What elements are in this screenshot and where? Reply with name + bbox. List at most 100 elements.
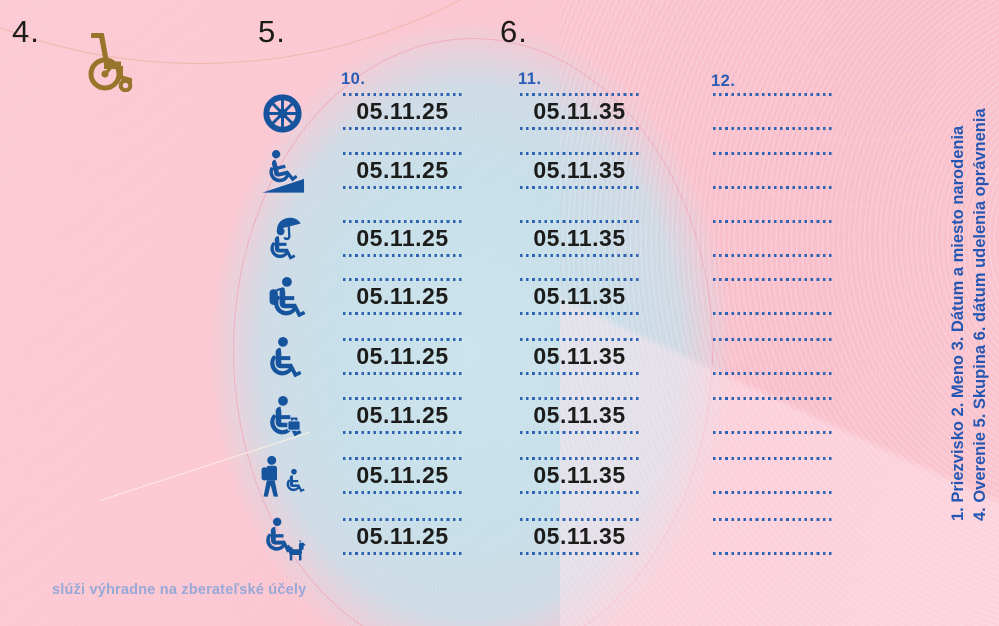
dotted-line [713, 457, 832, 460]
dotted-line [713, 278, 832, 281]
date-cell: 05.11.35 [520, 220, 639, 257]
wheelchair-briefcase-icon [259, 394, 306, 441]
dotted-line [520, 220, 639, 223]
wheelchair-service-dog-icon [259, 515, 306, 562]
date-value: 05.11.35 [533, 282, 626, 309]
date-value [713, 341, 832, 372]
date-value: 05.11.25 [356, 282, 449, 309]
date-value: 05.11.35 [533, 401, 626, 428]
field-label-4: 4. [12, 14, 40, 49]
dotted-line [520, 278, 639, 281]
date-value: 05.11.25 [356, 97, 449, 124]
dotted-line [520, 152, 639, 155]
date-cell: 05.11.35 [520, 152, 639, 189]
date-value: 05.11.35 [533, 522, 626, 549]
wheelchair-backpack-icon [259, 275, 306, 322]
date-cell [713, 338, 832, 375]
dotted-line [343, 457, 462, 460]
date-cell: 05.11.35 [520, 397, 639, 434]
dotted-line [343, 278, 462, 281]
dotted-line [520, 371, 639, 375]
date-cell: 05.11.35 [520, 278, 639, 315]
dotted-line [343, 371, 462, 375]
date-cell: 05.11.25 [343, 93, 462, 130]
dotted-line [343, 338, 462, 341]
date-cell: 05.11.35 [520, 93, 639, 130]
date-cell: 05.11.35 [520, 338, 639, 375]
dotted-line [520, 93, 639, 96]
dotted-line [713, 397, 832, 400]
date-cell: 05.11.25 [343, 220, 462, 257]
dotted-line [343, 490, 462, 494]
date-value [713, 400, 832, 431]
dotted-line [343, 93, 462, 96]
date-value [713, 521, 832, 552]
dotted-line [520, 490, 639, 494]
wheelchair-icon [259, 335, 306, 382]
dotted-line [520, 551, 639, 555]
date-value: 05.11.35 [533, 97, 626, 124]
date-value [713, 155, 832, 186]
date-cell [713, 93, 832, 130]
dotted-line [520, 338, 639, 341]
date-value: 05.11.25 [356, 342, 449, 369]
manual-wheelchair-icon [84, 30, 138, 92]
date-value: 05.11.35 [533, 156, 626, 183]
date-cell: 05.11.25 [343, 278, 462, 315]
date-value: 05.11.35 [533, 461, 626, 488]
date-cell [713, 518, 832, 555]
date-cell: 05.11.25 [343, 338, 462, 375]
dotted-line [713, 152, 832, 155]
date-cell [713, 278, 832, 315]
dotted-line [520, 457, 639, 460]
date-value: 05.11.25 [356, 224, 449, 251]
date-value: 05.11.25 [356, 156, 449, 183]
date-value: 05.11.35 [533, 342, 626, 369]
date-value [713, 281, 832, 312]
dotted-line [713, 518, 832, 521]
guilloche-ellipse-outline [233, 38, 713, 626]
date-value [713, 460, 832, 491]
date-cell: 05.11.25 [343, 518, 462, 555]
dotted-line [343, 152, 462, 155]
wheelchair-ramp-icon [259, 149, 306, 196]
field-label-6: 6. [500, 14, 528, 49]
date-cell: 05.11.25 [343, 152, 462, 189]
date-cell [713, 152, 832, 189]
date-value [713, 223, 832, 254]
date-cell: 05.11.35 [520, 457, 639, 494]
dotted-line [713, 126, 832, 130]
date-cell [713, 220, 832, 257]
wheel-icon [259, 90, 306, 137]
column-header-12: 12. [711, 72, 736, 90]
collector-purpose-note: slúži výhradne na zberateľské účely [52, 582, 307, 598]
dotted-line [520, 397, 639, 400]
field-label-5: 5. [258, 14, 286, 49]
date-cell [713, 457, 832, 494]
field-legend-line-1: 1. Priezvisko 2. Meno 3. Dátum a miesto … [949, 125, 967, 521]
wheelchair-assistant-icon [259, 454, 306, 501]
dotted-line [713, 185, 832, 189]
dotted-line [343, 430, 462, 434]
date-cell: 05.11.35 [520, 518, 639, 555]
column-header-10: 10. [341, 70, 366, 88]
date-value: 05.11.35 [533, 224, 626, 251]
date-value: 05.11.25 [356, 522, 449, 549]
dotted-line [343, 253, 462, 257]
dotted-line [520, 253, 639, 257]
dotted-line [520, 185, 639, 189]
date-cell: 05.11.25 [343, 457, 462, 494]
date-value [713, 96, 832, 127]
dotted-line [713, 430, 832, 434]
dotted-line [713, 490, 832, 494]
dotted-line [343, 220, 462, 223]
field-legend: 1. Priezvisko 2. Meno 3. Dátum a miesto … [947, 61, 991, 521]
dotted-line [713, 253, 832, 257]
dotted-line [343, 397, 462, 400]
dotted-line [713, 338, 832, 341]
dotted-line [713, 551, 832, 555]
date-value: 05.11.25 [356, 401, 449, 428]
dotted-line [520, 126, 639, 130]
